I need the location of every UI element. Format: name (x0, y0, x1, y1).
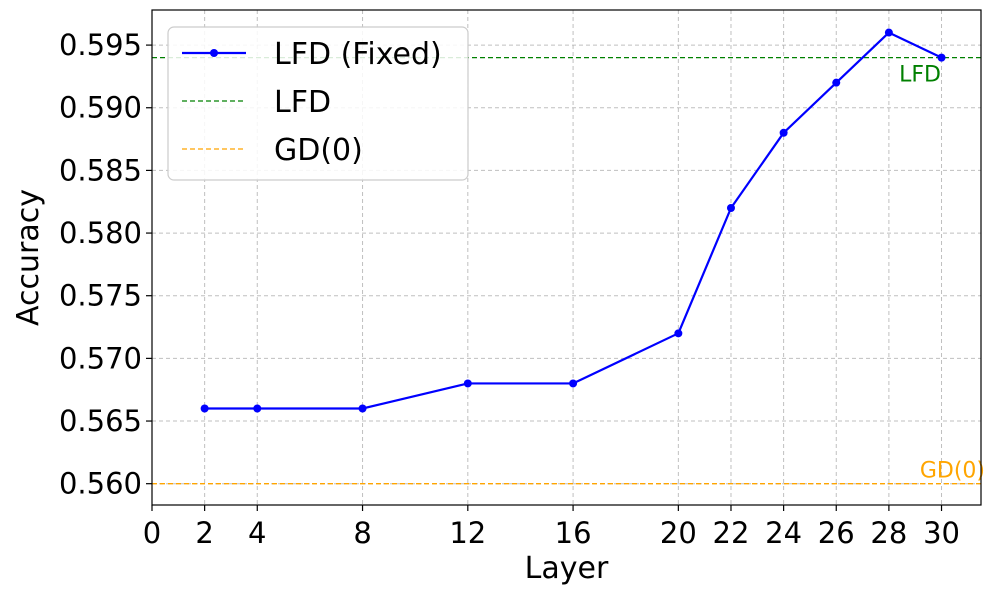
x-tick-label: 16 (555, 516, 592, 550)
legend-box (167, 26, 469, 181)
x-axis-label: Layer (525, 551, 609, 586)
data-point (884, 28, 893, 37)
y-tick-label: 0.565 (59, 404, 142, 438)
x-tick-label: 26 (818, 516, 855, 550)
legend-label-lfd: LFD (274, 85, 331, 120)
x-tick-label: 4 (248, 516, 266, 550)
x-tick-label: 20 (660, 516, 697, 550)
data-point (937, 53, 946, 62)
series-layer (200, 28, 946, 413)
x-tick-label: 24 (765, 516, 802, 550)
legend-marker-lfd-fixed (210, 49, 218, 57)
data-point (726, 204, 735, 212)
data-point (674, 329, 683, 338)
y-tick-label: 0.590 (59, 91, 142, 125)
reference-lines: LFD GD(0) (152, 56, 985, 485)
y-tick-label: 0.595 (59, 28, 142, 62)
data-point (358, 404, 367, 413)
x-tick-label: 12 (449, 516, 486, 550)
data-point (463, 379, 472, 388)
y-axis-ticks: 0.560 0.565 0.570 0.575 0.580 0.585 0.590 0.595 (59, 28, 152, 501)
y-axis-label: Accuracy (11, 189, 46, 326)
legend: LFD (Fixed) LFD GD(0) (167, 26, 469, 181)
y-tick-label: 0.560 (59, 467, 142, 501)
data-point (569, 379, 578, 388)
x-tick-label: 28 (870, 516, 907, 550)
legend-label-lfd-fixed: LFD (Fixed) (274, 37, 442, 72)
x-tick-label: 0 (143, 516, 161, 550)
x-tick-label: 2 (195, 516, 213, 550)
plot-frame (151, 9, 982, 506)
y-tick-label: 0.585 (59, 153, 142, 187)
data-point (832, 78, 841, 87)
x-tick-label: 8 (353, 516, 371, 550)
x-tick-label: 30 (923, 516, 960, 550)
lfd-reference-label: LFD (899, 63, 941, 88)
legend-label-gd-0: GD(0) (274, 133, 363, 168)
y-tick-label: 0.575 (59, 279, 142, 313)
x-tick-label: 22 (713, 516, 750, 550)
data-point (200, 404, 209, 413)
y-tick-label: 0.570 (59, 341, 142, 375)
grid (151, 10, 981, 505)
x-axis-ticks: 0 2 4 8 12 16 20 22 24 26 28 30 (143, 505, 960, 550)
gd-0-reference-label: GD(0) (920, 459, 985, 484)
y-tick-label: 0.580 (59, 216, 142, 250)
data-point (253, 404, 262, 413)
data-point (779, 128, 788, 137)
